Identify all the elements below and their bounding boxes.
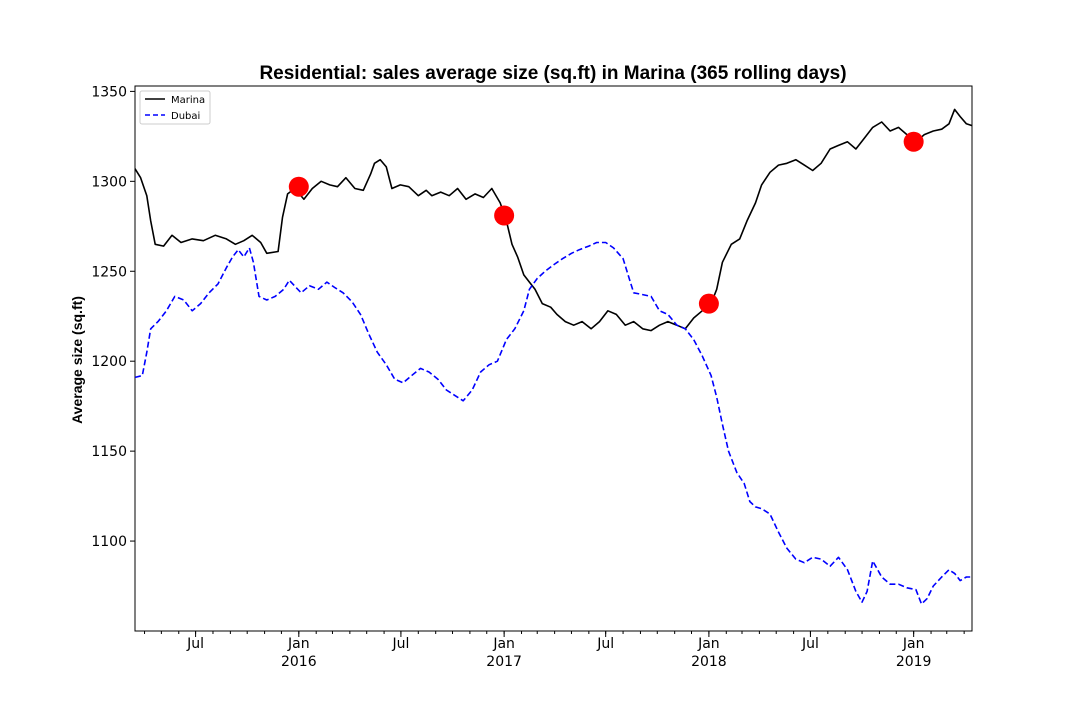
- y-tick-label: 1100: [91, 534, 127, 550]
- x-minor-ticks: [144, 631, 965, 634]
- x-tick-label: Jan: [492, 636, 515, 652]
- y-axis-label: Average size (sq.ft): [69, 296, 85, 424]
- y-tick-label: 1300: [91, 174, 127, 190]
- series-line-marina: [134, 108, 973, 332]
- legend-label-dubai: Dubai: [171, 111, 200, 122]
- x-axis: Jul Jan 2016 Jul Jan 2017 Jul Jan 2018 Jul Jan 2019: [186, 631, 931, 670]
- y-axis: 1100 1150 1200 1250 1300 1350: [91, 84, 135, 550]
- series-layer: [134, 108, 973, 605]
- highlight-marker: [494, 205, 515, 226]
- highlight-marker: [903, 131, 924, 152]
- x-tick-label: Jul: [391, 636, 409, 652]
- x-tick-year-label: 2017: [486, 654, 522, 670]
- chart-title: Residential: sales average size (sq.ft) …: [259, 63, 846, 84]
- series-line-dubai: [134, 241, 972, 605]
- x-tick-label: Jan: [902, 636, 925, 652]
- y-tick-label: 1200: [91, 354, 127, 370]
- x-tick-year-label: 2018: [691, 654, 727, 670]
- y-tick-label: 1250: [91, 264, 127, 280]
- plot-frame: [134, 85, 973, 632]
- x-tick-label: Jul: [596, 636, 614, 652]
- x-tick-label: Jan: [287, 636, 310, 652]
- x-tick-label: Jan: [697, 636, 720, 652]
- x-tick-year-label: 2019: [896, 654, 932, 670]
- highlight-marker: [288, 176, 309, 197]
- x-tick-year-label: 2016: [281, 654, 317, 670]
- y-tick-label: 1350: [91, 84, 127, 100]
- highlight-marker: [698, 293, 719, 314]
- x-tick-label: Jul: [186, 636, 204, 652]
- x-tick-label: Jul: [801, 636, 819, 652]
- legend: Marina Dubai: [139, 90, 211, 125]
- marker-layer: [288, 131, 924, 314]
- legend-label-marina: Marina: [171, 95, 205, 106]
- y-tick-label: 1150: [91, 444, 127, 460]
